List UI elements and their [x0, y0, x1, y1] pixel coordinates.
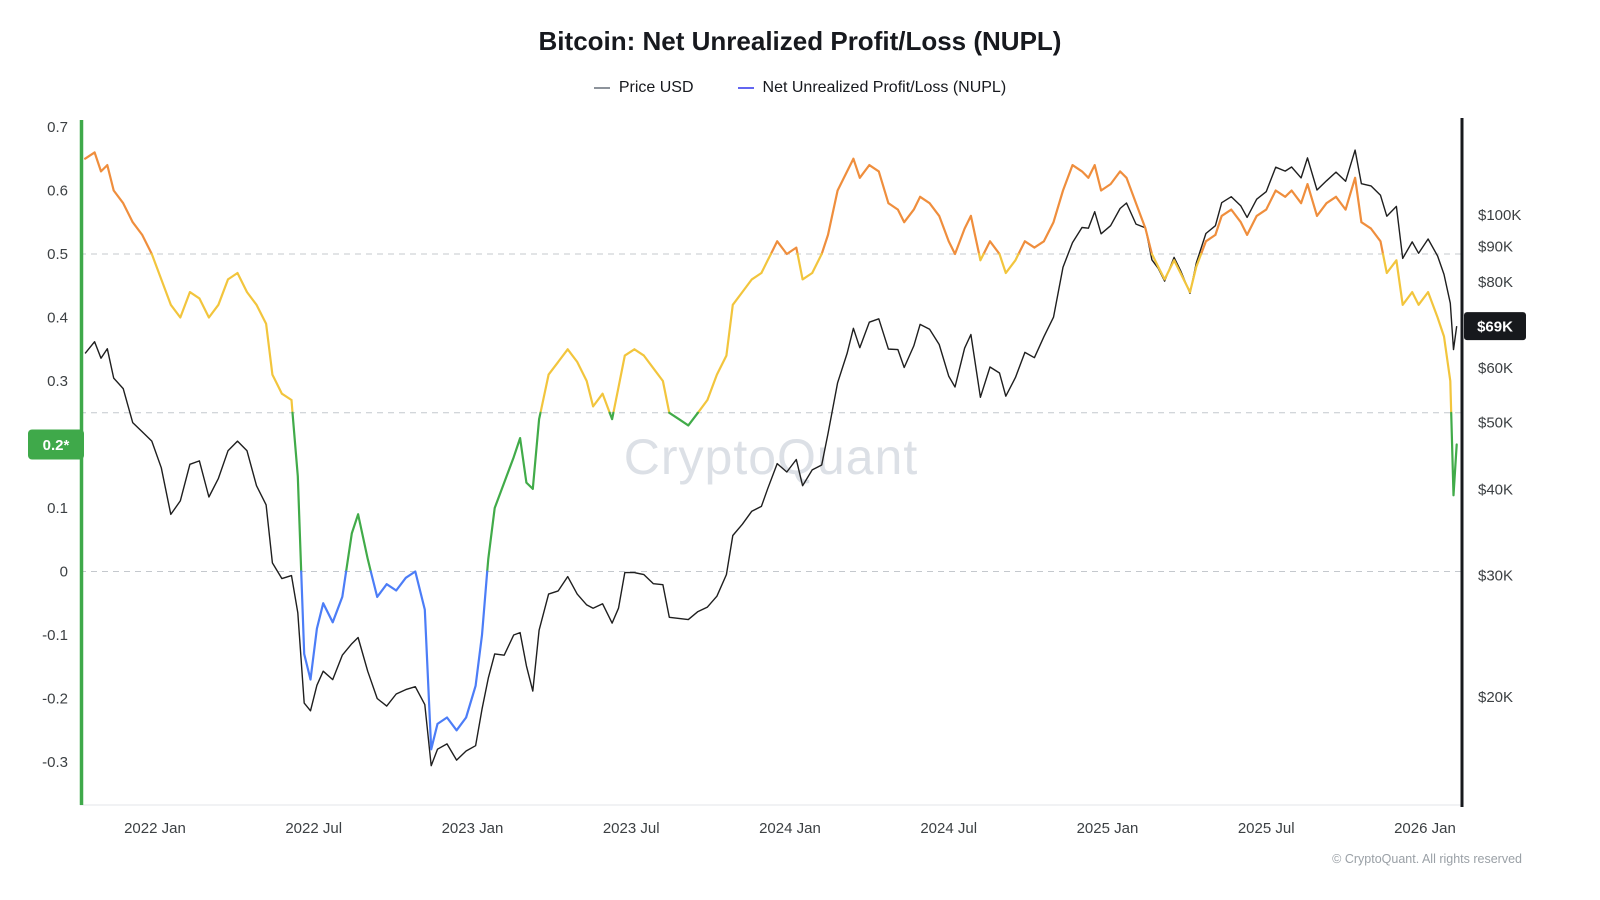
svg-text:2022 Jan: 2022 Jan — [124, 820, 186, 837]
svg-text:$90K: $90K — [1478, 239, 1513, 256]
svg-text:$60K: $60K — [1478, 360, 1513, 377]
svg-text:$80K: $80K — [1478, 274, 1513, 291]
svg-text:0.5: 0.5 — [47, 246, 68, 263]
legend: Price USD Net Unrealized Profit/Loss (NU… — [0, 79, 1600, 97]
svg-text:2025 Jul: 2025 Jul — [1238, 820, 1295, 837]
svg-text:2024 Jan: 2024 Jan — [759, 820, 821, 837]
legend-item-nupl[interactable]: Net Unrealized Profit/Loss (NUPL) — [737, 79, 1007, 97]
nupl-series — [84, 151, 1458, 751]
svg-text:$30K: $30K — [1478, 568, 1513, 585]
svg-text:2022 Jul: 2022 Jul — [285, 820, 342, 837]
svg-text:0.4: 0.4 — [47, 310, 68, 327]
nupl-line-swatch-icon — [737, 87, 754, 89]
svg-text:2024 Jul: 2024 Jul — [920, 820, 977, 837]
price-last-value-badge: $69K — [1464, 312, 1526, 341]
legend-item-price-usd[interactable]: Price USD — [593, 79, 694, 97]
right-axis-labels: $100K $90K $80K $60K $50K $40K $30K $20K — [1478, 207, 1521, 706]
grid-lines — [80, 253, 1462, 572]
svg-text:0.7: 0.7 — [47, 119, 68, 136]
cryptoquant-watermark: CryptoQuant — [623, 429, 919, 485]
svg-text:2023 Jan: 2023 Jan — [442, 820, 504, 837]
svg-text:$100K: $100K — [1478, 207, 1521, 224]
legend-label-nupl: Net Unrealized Profit/Loss (NUPL) — [762, 79, 1007, 96]
svg-text:2025 Jan: 2025 Jan — [1077, 820, 1139, 837]
nupl-last-value-badge: 0.2* — [28, 429, 84, 460]
chart-title: Bitcoin: Net Unrealized Profit/Loss (NUP… — [538, 26, 1062, 56]
svg-text:0.6: 0.6 — [47, 183, 68, 200]
svg-text:$50K: $50K — [1478, 415, 1513, 432]
legend-label-price-usd: Price USD — [618, 79, 694, 96]
price-line-swatch-icon — [593, 87, 610, 89]
svg-text:2026 Jan: 2026 Jan — [1394, 820, 1456, 837]
left-axis-labels: 0.70.60.50.40.30.20.10-0.1-0.2-0.3 — [42, 119, 68, 771]
svg-text:$69K: $69K — [1477, 319, 1513, 336]
svg-text:-0.1: -0.1 — [42, 627, 68, 644]
svg-text:2023 Jul: 2023 Jul — [603, 820, 660, 837]
copyright-footer: © CryptoQuant. All rights reserved — [1332, 852, 1522, 866]
svg-text:$20K: $20K — [1478, 689, 1513, 706]
svg-text:-0.2: -0.2 — [42, 691, 68, 708]
svg-text:0: 0 — [60, 564, 68, 581]
svg-text:0.3: 0.3 — [47, 373, 68, 390]
svg-text:-0.3: -0.3 — [42, 754, 68, 771]
x-axis-labels: 2022 Jan 2022 Jul 2023 Jan 2023 Jul 2024 Jan… — [124, 820, 1456, 837]
svg-text:$40K: $40K — [1478, 481, 1513, 498]
svg-text:0.2*: 0.2* — [43, 437, 70, 454]
svg-text:0.1: 0.1 — [47, 500, 68, 517]
price-series — [84, 149, 1458, 767]
